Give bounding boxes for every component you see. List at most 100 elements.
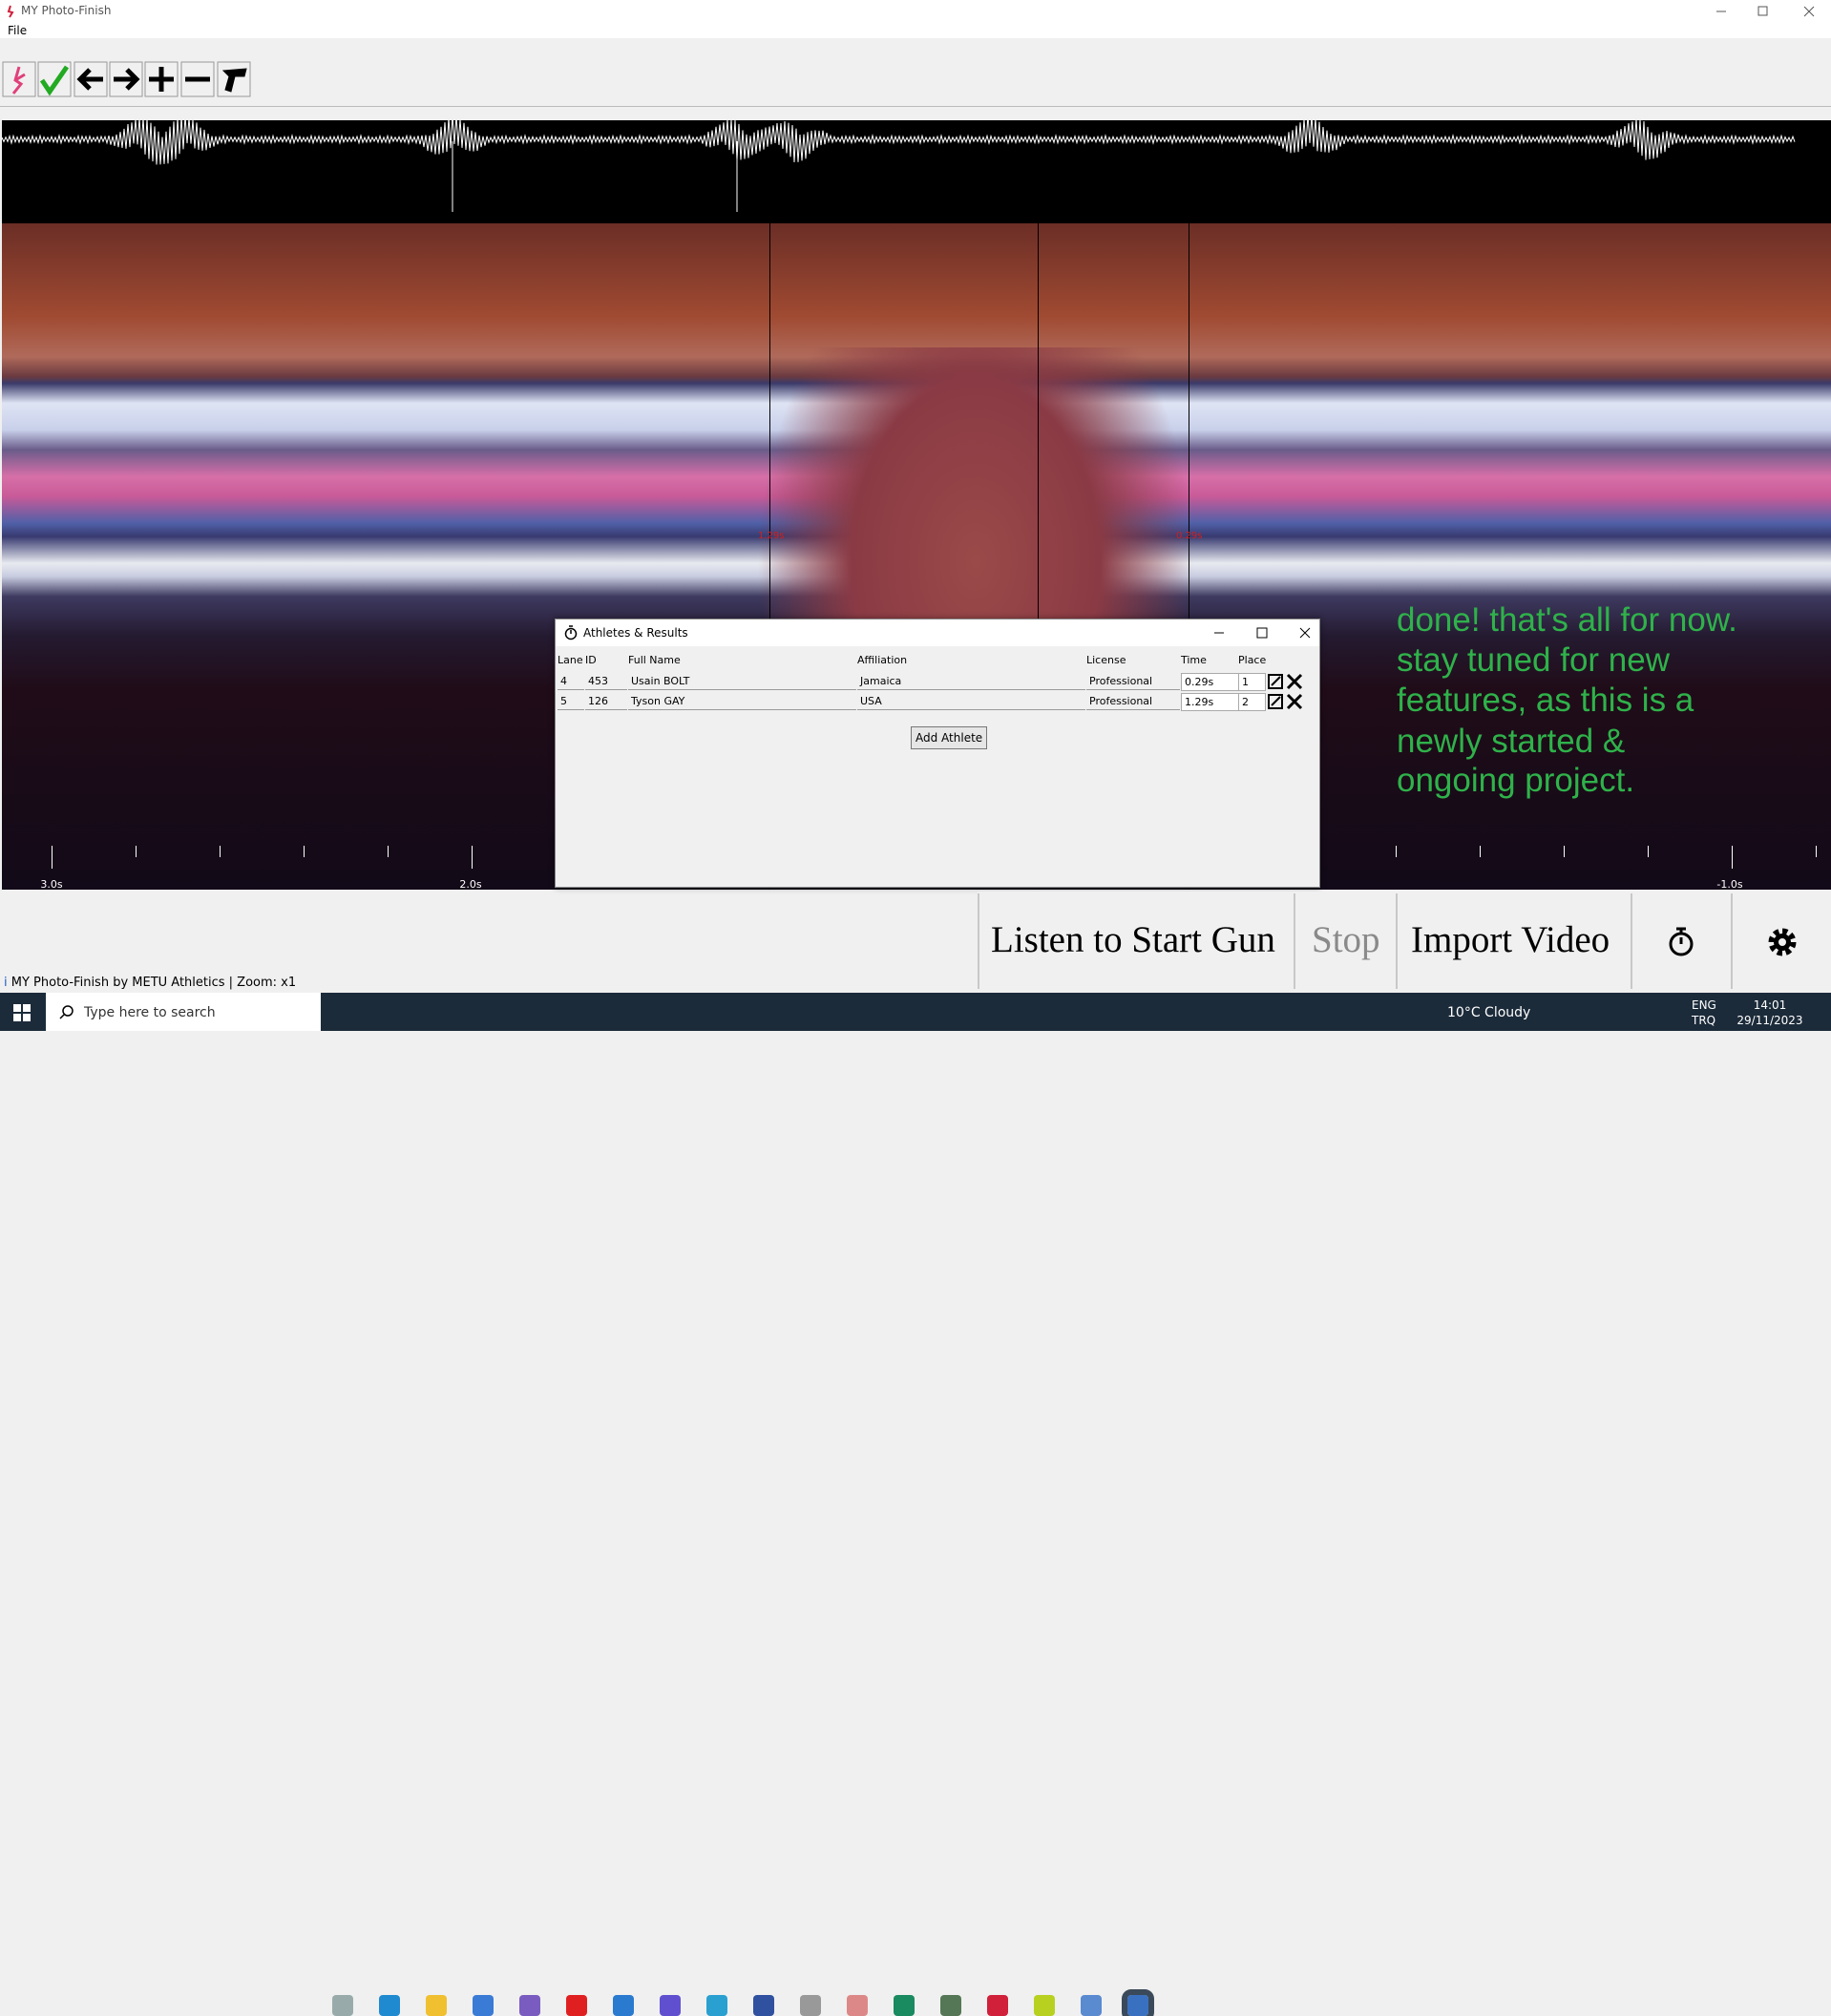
finish-line (1038, 223, 1039, 890)
taskbar-app[interactable] (1122, 1989, 1154, 2016)
keyboard[interactable]: TRQ (1692, 1014, 1716, 1027)
audio-waveform (2, 120, 1831, 223)
listen-button[interactable]: Listen to Start Gun (991, 919, 1275, 960)
time-marker: 1.29s (758, 531, 785, 541)
column-header: Place (1238, 654, 1267, 666)
table-cell[interactable]: 2 (1238, 693, 1266, 711)
column-header: Lane (558, 654, 583, 666)
stopwatch-button[interactable] (1665, 926, 1697, 958)
language[interactable]: ENG (1692, 998, 1716, 1012)
taskbar-app[interactable] (379, 1995, 400, 2016)
clock-date[interactable]: 29/11/2023 (1736, 1014, 1803, 1027)
taskbar-app[interactable] (987, 1995, 1008, 2016)
table-cell[interactable]: 0.29s (1181, 673, 1239, 691)
timeline-tick (388, 846, 389, 857)
table-cell: Professional (1086, 693, 1180, 710)
taskbar-app[interactable] (847, 1995, 868, 2016)
edit-delete-icons[interactable] (1267, 693, 1305, 711)
taskbar-app[interactable] (753, 1995, 774, 2016)
taskbar-app[interactable] (894, 1995, 915, 2016)
timeline-tick (52, 846, 53, 869)
toolbar (2, 61, 251, 97)
note-line: done! that's all for now. (1397, 601, 1737, 639)
table-cell: USA (857, 693, 1085, 710)
timeline-tick (1732, 846, 1733, 869)
window-controls[interactable] (1709, 2, 1823, 21)
column-header: Affiliation (857, 654, 908, 666)
timeline-tick (1396, 846, 1397, 857)
add-athlete-button[interactable]: Add Athlete (911, 726, 988, 749)
dialog-controls[interactable] (1205, 623, 1315, 642)
divider (1396, 893, 1398, 989)
table-cell: Professional (1086, 673, 1180, 690)
timeline-label: -1.0s (1716, 878, 1743, 891)
column-header: Time (1181, 654, 1207, 666)
control-panel (978, 892, 1831, 991)
taskbar-app[interactable] (519, 1995, 540, 2016)
search-box[interactable]: Type here to search (46, 993, 321, 1031)
column-header: License (1086, 654, 1126, 666)
search-icon (59, 1005, 74, 1019)
dialog-title: Athletes & Results (583, 626, 688, 640)
timeline-tick (1816, 846, 1817, 857)
search-placeholder: Type here to search (84, 1005, 216, 1020)
timeline-label: 3.0s (40, 878, 63, 891)
taskbar-app[interactable] (1081, 1995, 1102, 2016)
taskbar-app[interactable] (332, 1995, 353, 2016)
edit-delete-icons[interactable] (1267, 673, 1305, 691)
dialog-title-bar: Athletes & Results (556, 620, 1319, 646)
stop-button[interactable]: Stop (1312, 919, 1380, 960)
toolbar-buttons[interactable] (2, 61, 251, 97)
table-cell: 4 (558, 673, 584, 690)
time-marker: 0.29s (1176, 531, 1203, 541)
column-header: Full Name (628, 654, 681, 666)
timeline-tick (1564, 846, 1565, 857)
status-text: MY Photo-Finish by METU Athletics | Zoom… (11, 976, 297, 990)
import-button[interactable]: Import Video (1411, 919, 1610, 960)
taskbar-app[interactable] (426, 1995, 447, 2016)
taskbar-app[interactable] (660, 1995, 681, 2016)
taskbar-app[interactable] (566, 1995, 587, 2016)
taskbar-app[interactable] (1034, 1995, 1055, 2016)
note-line: features, as this is a (1397, 682, 1694, 719)
title-bar: MY Photo-Finish File (0, 0, 1831, 38)
results-dialog: Athletes & Results Lane ID Full Name Affili… (555, 619, 1320, 888)
row-actions[interactable] (1267, 673, 1305, 691)
divider (1631, 893, 1632, 989)
finish-line (769, 223, 770, 890)
window-title: MY Photo-Finish (21, 4, 112, 17)
timeline-tick (1648, 846, 1649, 857)
timeline-tick (304, 846, 305, 857)
separator (0, 106, 1831, 107)
timeline-tick (136, 846, 137, 857)
taskbar-app[interactable] (706, 1995, 727, 2016)
start-button[interactable] (13, 1004, 31, 1021)
weather[interactable]: 10°C Cloudy (1447, 1005, 1531, 1020)
stopwatch-icon (564, 625, 578, 640)
table-cell: Jamaica (857, 673, 1085, 690)
menu-file[interactable]: File (8, 24, 28, 37)
row-actions[interactable] (1267, 693, 1305, 711)
taskbar-app[interactable] (613, 1995, 634, 2016)
status-bar: i MY Photo-Finish by METU Athletics | Zo… (4, 976, 297, 990)
table-cell[interactable]: 1 (1238, 673, 1266, 691)
note-line: ongoing project. (1397, 762, 1635, 799)
divider (1294, 893, 1295, 989)
clock-time[interactable]: 14:01 (1753, 998, 1787, 1012)
table-cell: Usain BOLT (628, 673, 856, 690)
waveform-trace (2, 120, 1796, 165)
timeline-tick (1480, 846, 1481, 857)
column-header: ID (585, 654, 597, 666)
note-line: newly started & (1397, 723, 1626, 760)
table-cell[interactable]: 1.29s (1181, 693, 1239, 711)
divider (1731, 893, 1733, 989)
settings-button[interactable] (1766, 926, 1799, 958)
timeline-tick (472, 846, 473, 869)
taskbar-app[interactable] (473, 1995, 494, 2016)
taskbar-app[interactable] (800, 1995, 821, 2016)
note-line: stay tuned for new (1397, 641, 1670, 679)
taskbar-app[interactable] (940, 1995, 961, 2016)
divider (978, 893, 979, 989)
taskbar: Type here to search 10°C Cloudy ENG TRQ … (0, 993, 1831, 2016)
